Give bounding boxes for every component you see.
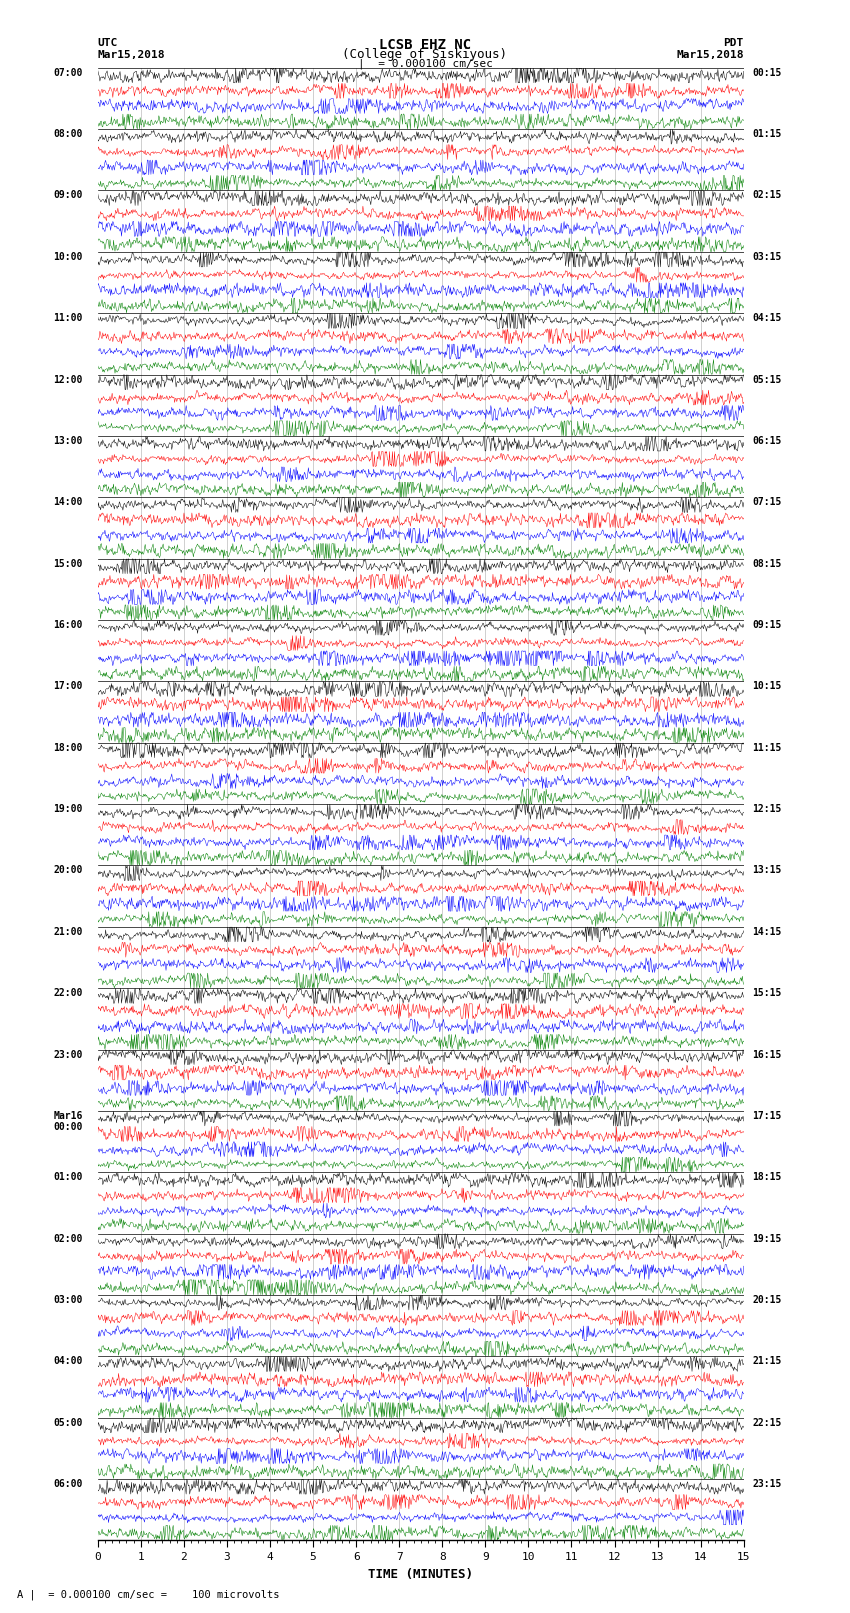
Text: Mar15,2018: Mar15,2018 — [677, 50, 744, 60]
Text: 04:00: 04:00 — [54, 1357, 82, 1366]
Text: 08:00: 08:00 — [54, 129, 82, 139]
Text: 19:15: 19:15 — [752, 1234, 782, 1244]
Text: 15:15: 15:15 — [752, 989, 782, 998]
Text: 01:00: 01:00 — [54, 1173, 82, 1182]
X-axis label: TIME (MINUTES): TIME (MINUTES) — [368, 1568, 473, 1581]
Text: 12:00: 12:00 — [54, 374, 82, 384]
Text: 21:00: 21:00 — [54, 927, 82, 937]
Text: 05:15: 05:15 — [752, 374, 782, 384]
Text: 10:00: 10:00 — [54, 252, 82, 261]
Text: 16:00: 16:00 — [54, 619, 82, 631]
Text: 18:00: 18:00 — [54, 742, 82, 753]
Text: |  = 0.000100 cm/sec: | = 0.000100 cm/sec — [358, 58, 492, 69]
Text: 11:15: 11:15 — [752, 742, 782, 753]
Text: Mar16
00:00: Mar16 00:00 — [54, 1111, 82, 1132]
Text: 05:00: 05:00 — [54, 1418, 82, 1428]
Text: 03:15: 03:15 — [752, 252, 782, 261]
Text: UTC: UTC — [98, 39, 118, 48]
Text: 11:00: 11:00 — [54, 313, 82, 323]
Text: 22:00: 22:00 — [54, 989, 82, 998]
Text: 14:15: 14:15 — [752, 927, 782, 937]
Text: 02:00: 02:00 — [54, 1234, 82, 1244]
Text: 09:15: 09:15 — [752, 619, 782, 631]
Text: 16:15: 16:15 — [752, 1050, 782, 1060]
Text: 20:15: 20:15 — [752, 1295, 782, 1305]
Text: 12:15: 12:15 — [752, 805, 782, 815]
Text: Mar15,2018: Mar15,2018 — [98, 50, 165, 60]
Text: 03:00: 03:00 — [54, 1295, 82, 1305]
Text: 02:15: 02:15 — [752, 190, 782, 200]
Text: (College of Siskiyous): (College of Siskiyous) — [343, 48, 507, 61]
Text: 19:00: 19:00 — [54, 805, 82, 815]
Text: 09:00: 09:00 — [54, 190, 82, 200]
Text: 23:15: 23:15 — [752, 1479, 782, 1489]
Text: 21:15: 21:15 — [752, 1357, 782, 1366]
Text: 17:15: 17:15 — [752, 1111, 782, 1121]
Text: 13:15: 13:15 — [752, 866, 782, 876]
Text: 04:15: 04:15 — [752, 313, 782, 323]
Text: 00:15: 00:15 — [752, 68, 782, 77]
Text: 06:00: 06:00 — [54, 1479, 82, 1489]
Text: 14:00: 14:00 — [54, 497, 82, 506]
Text: 07:00: 07:00 — [54, 68, 82, 77]
Text: PDT: PDT — [723, 39, 744, 48]
Text: 23:00: 23:00 — [54, 1050, 82, 1060]
Text: 22:15: 22:15 — [752, 1418, 782, 1428]
Text: 18:15: 18:15 — [752, 1173, 782, 1182]
Text: 15:00: 15:00 — [54, 558, 82, 569]
Text: 17:00: 17:00 — [54, 681, 82, 692]
Text: 07:15: 07:15 — [752, 497, 782, 506]
Text: 06:15: 06:15 — [752, 436, 782, 445]
Text: 10:15: 10:15 — [752, 681, 782, 692]
Text: A |  = 0.000100 cm/sec =    100 microvolts: A | = 0.000100 cm/sec = 100 microvolts — [17, 1589, 280, 1600]
Text: 08:15: 08:15 — [752, 558, 782, 569]
Text: 13:00: 13:00 — [54, 436, 82, 445]
Text: 01:15: 01:15 — [752, 129, 782, 139]
Text: 20:00: 20:00 — [54, 866, 82, 876]
Text: LCSB EHZ NC: LCSB EHZ NC — [379, 37, 471, 52]
